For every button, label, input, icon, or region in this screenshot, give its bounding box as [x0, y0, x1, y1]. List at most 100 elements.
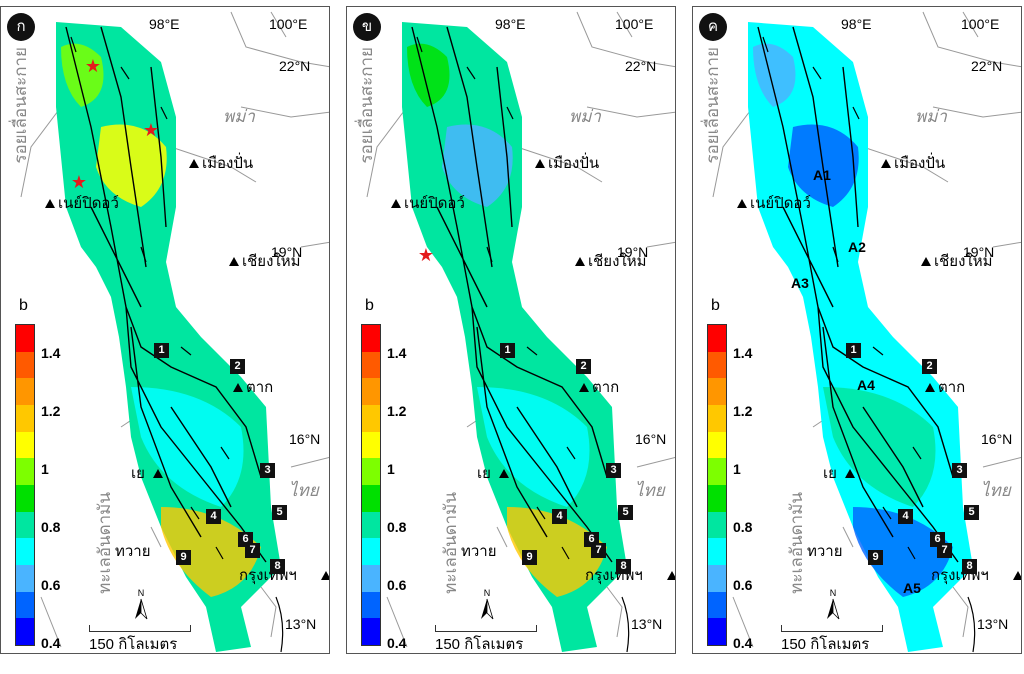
city-triangle-icon: [881, 159, 891, 168]
colorbar: [707, 324, 727, 646]
colorbar-swatch: [362, 404, 380, 432]
site-marker-7: 7: [245, 543, 260, 558]
panel-label: ก: [7, 13, 35, 41]
site-marker-7: 7: [937, 543, 952, 558]
scale-bar: [435, 625, 537, 632]
sagaing-fault-label: รอยเลื่อนสะกาย: [357, 47, 376, 164]
coord-label-lat22: 22°N: [625, 58, 657, 74]
colorbar-tick: 1: [387, 461, 395, 477]
zone-label: A4: [857, 377, 875, 393]
map-panel-c: ค 98°E 100°E 22°N 19°N 16°N 13°N รอยเลื่อนสะกาย…: [692, 6, 1022, 654]
colorbar-swatch: [708, 618, 726, 645]
colorbar-tick: 0.8: [387, 519, 407, 535]
colorbar-swatch: [362, 618, 380, 645]
zone-label: A1: [813, 167, 831, 183]
city-triangle-icon: [667, 571, 675, 580]
coord-label-lon98: 98°E: [149, 16, 180, 32]
coord-label-lat22: 22°N: [279, 58, 311, 74]
epicenter-star-icon: ★: [418, 245, 434, 265]
city-label-bangkok: กรุงเทพฯ: [239, 567, 297, 584]
north-arrow-icon: N: [825, 587, 841, 621]
colorbar-swatch: [362, 325, 380, 352]
city-label-naypyidaw: เนย์ปิดอว์: [58, 195, 119, 212]
fault-segments: [70, 36, 230, 560]
fault-segments: [762, 36, 922, 560]
city-triangle-icon: [233, 383, 243, 392]
colorbar-title: b: [365, 297, 374, 314]
coord-label-lat13: 13°N: [631, 616, 663, 632]
svg-text:N: N: [830, 588, 837, 598]
city-triangle-icon: [499, 469, 509, 478]
scale-bar: [89, 625, 191, 632]
colorbar-tick: 1.2: [387, 403, 407, 419]
coastline: [275, 596, 284, 653]
colorbar-swatch: [708, 564, 726, 592]
colorbar-tick: 0.8: [41, 519, 61, 535]
colorbar-tick: 1.2: [733, 403, 753, 419]
panel-label: ค: [699, 13, 727, 41]
zone-label: A3: [791, 275, 809, 291]
fault-segments: [416, 36, 576, 560]
andaman-sea-label: ทะเลอันดามัน: [95, 492, 114, 594]
colorbar-tick: 1: [41, 461, 49, 477]
city-label-ye: เย: [477, 465, 491, 482]
colorbar-swatch: [362, 431, 380, 459]
colorbar-swatch: [708, 511, 726, 539]
b-value-patch: [61, 43, 104, 107]
map-canvas: [712, 11, 1021, 653]
colorbar-swatch: [16, 618, 34, 645]
city-label-ye: เย: [131, 465, 145, 482]
coord-label-lat13: 13°N: [977, 616, 1009, 632]
andaman-sea-label: ทะเลอันดามัน: [441, 492, 460, 594]
svg-text:N: N: [138, 588, 145, 598]
city-label-tavoy: ทวาย: [807, 543, 843, 560]
city-label-mueangpan: เมืองปั่น: [548, 155, 600, 172]
coord-label-lat16: 16°N: [981, 431, 1013, 447]
city-label-tak: ตาก: [938, 379, 966, 396]
site-marker-2: 2: [922, 359, 937, 374]
site-marker-9: 9: [522, 550, 537, 565]
city-label-tavoy: ทวาย: [115, 543, 151, 560]
colorbar-tick: 1.2: [41, 403, 61, 419]
map-canvas: ★: [366, 11, 675, 653]
coord-label-lon98: 98°E: [841, 16, 872, 32]
site-marker-8: 8: [270, 559, 285, 574]
city-triangle-icon: [229, 257, 239, 266]
city-label-chiangmai: เชียงใหม่: [588, 253, 647, 270]
site-marker-8: 8: [616, 559, 631, 574]
city-triangle-icon: [575, 257, 585, 266]
svg-text:N: N: [484, 588, 491, 598]
coord-label-lon100: 100°E: [615, 16, 654, 32]
sagaing-fault-label: รอยเลื่อนสะกาย: [703, 47, 722, 164]
panel-label: ข: [353, 13, 381, 41]
north-arrow-icon: N: [479, 587, 495, 621]
colorbar-swatch: [708, 431, 726, 459]
colorbar-tick: 0.6: [733, 577, 753, 593]
colorbar-swatch: [16, 484, 34, 512]
scale-label: 150 กิโลเมตร: [435, 636, 524, 653]
myanmar-label: พม่า: [915, 107, 947, 126]
city-label-naypyidaw: เนย์ปิดอว์: [404, 195, 465, 212]
fault-lines: [411, 26, 613, 563]
fault-lines: [757, 26, 959, 563]
colorbar-swatch: [16, 431, 34, 459]
colorbar-swatch: [16, 591, 34, 619]
colorbar-swatch: [708, 404, 726, 432]
scale-label: 150 กิโลเมตร: [781, 636, 870, 653]
colorbar-swatch: [362, 378, 380, 405]
colorbar-title: b: [711, 297, 720, 314]
colorbar-swatch: [362, 538, 380, 565]
b-value-patch: [753, 43, 796, 107]
colorbar-tick: 0.4: [733, 635, 753, 651]
colorbar-swatch: [16, 538, 34, 565]
city-label-tak: ตาก: [246, 379, 274, 396]
site-marker-8: 8: [962, 559, 977, 574]
map-canvas: ★ ★ ★: [20, 11, 329, 653]
zone-label: A2: [848, 239, 866, 255]
b-value-patch: [161, 507, 261, 597]
north-arrow-icon: N: [133, 587, 149, 621]
sagaing-fault-label: รอยเลื่อนสะกาย: [11, 47, 30, 164]
site-marker-4: 4: [552, 509, 567, 524]
colorbar: [15, 324, 35, 646]
city-triangle-icon: [153, 469, 163, 478]
